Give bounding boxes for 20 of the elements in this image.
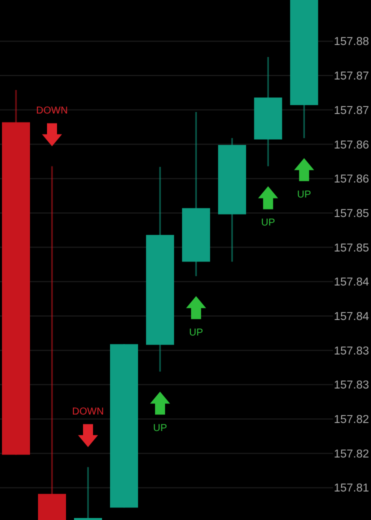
y-tick-label: 157.84 [334,276,370,289]
y-tick-label: 157.86 [334,174,369,186]
y-tick-label: 157.85 [334,242,369,254]
y-tick-label: 157.87 [334,70,369,83]
y-tick-label: 157.81 [334,482,369,495]
text: DOWN [36,106,68,117]
y-tick-label: 157.85 [334,208,369,220]
text: UP [189,328,204,339]
y-tick-label: 157.88 [334,36,369,48]
y-tick-label: 157.82 [334,414,369,426]
y-tick-label: 157.83 [334,380,369,392]
y-tick-label: 157.86 [334,139,369,152]
y-tick-label: 157.84 [334,311,370,324]
text: UP [261,218,276,229]
text: UP [297,190,312,201]
y-tick-label: 157.87 [334,104,369,117]
text: DOWN [72,406,104,418]
y-tick-label: 157.82 [334,448,369,460]
y-tick-label: 157.83 [334,345,369,358]
text: UP [153,423,168,434]
